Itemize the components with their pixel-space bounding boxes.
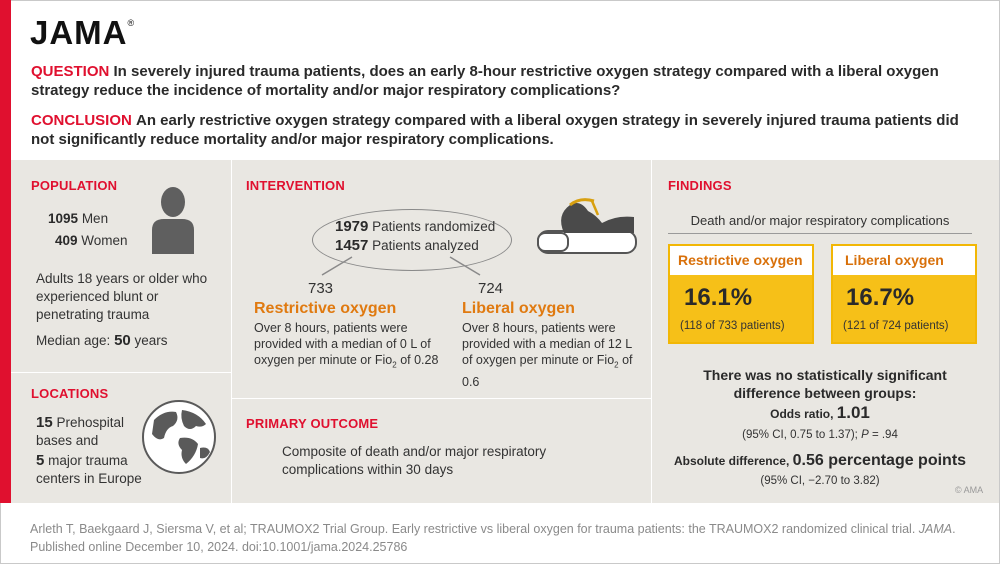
allocation-lines: [321, 256, 481, 276]
citation: Arleth T, Baekgaard J, Siersma V, et al;…: [30, 522, 956, 554]
odds-ratio: Odds ratio, 1.01: [770, 403, 870, 422]
findings-heading: FINDINGS: [668, 178, 732, 193]
globe-icon: [142, 400, 216, 474]
conclusion: CONCLUSION An early restrictive oxygen s…: [31, 111, 961, 149]
question-keyword: QUESTION: [31, 63, 110, 80]
prehospital-bases: 15 Prehospital bases and: [36, 414, 124, 448]
liberal-result-percent: 16.7%: [846, 284, 915, 311]
conclusion-text: An early restrictive oxygen strategy com…: [31, 112, 959, 148]
primary-outcome-heading: PRIMARY OUTCOME: [246, 416, 379, 431]
copyright: © AMA: [955, 485, 984, 495]
question: QUESTION In severely injured trauma pati…: [31, 62, 961, 100]
restrictive-result-percent: 16.1%: [684, 284, 753, 311]
liberal-result-fill: [833, 275, 975, 342]
trauma-centers: 5 major trauma centers in Europe: [36, 452, 142, 486]
divider: [11, 372, 231, 373]
conclusion-keyword: CONCLUSION: [31, 112, 132, 129]
restrictive-arm-n: 733: [308, 280, 334, 297]
locations-heading: LOCATIONS: [31, 386, 109, 401]
median-age: Median age: 50 years: [36, 332, 168, 349]
intervention-heading: INTERVENTION: [246, 178, 345, 193]
absolute-difference: Absolute difference, 0.56 percentage poi…: [673, 452, 967, 469]
odds-ratio-ci: (95% CI, 0.75 to 1.37); P = .94: [742, 429, 898, 441]
randomized-count: 1979 Patients randomized: [335, 218, 496, 235]
no-difference-statement: There was no statistically significant d…: [703, 367, 947, 401]
absolute-difference-ci: (95% CI, −2.70 to 3.82): [760, 475, 880, 487]
restrictive-result-count: (118 of 733 patients): [680, 320, 785, 332]
findings-subtitle: Death and/or major respiratory complicat…: [690, 213, 950, 228]
journal-logo: JAMA®: [30, 14, 136, 51]
divider: [651, 160, 652, 503]
randomization-ellipse: [312, 209, 512, 271]
liberal-arm-name: Liberal oxygen: [462, 300, 575, 317]
restrictive-result-fill: [670, 275, 812, 342]
question-text: In severely injured trauma patients, doe…: [31, 63, 939, 99]
restrictive-arm-name: Restrictive oxygen: [254, 300, 397, 317]
person-icon: [152, 187, 194, 254]
restrictive-result-label: Restrictive oxygen: [678, 252, 803, 268]
restrictive-arm-description: Over 8 hours, patients were provided wit…: [254, 321, 439, 370]
divider: [232, 398, 651, 399]
population-heading: POPULATION: [31, 178, 118, 193]
liberal-result-count: (121 of 724 patients): [843, 320, 949, 332]
women-count: 409 Women: [55, 233, 128, 248]
liberal-arm-n: 724: [478, 280, 504, 297]
patient-bed-icon: [537, 198, 637, 254]
primary-outcome-text: Composite of death and/or major respirat…: [282, 444, 547, 477]
men-count: 1095 Men: [48, 211, 109, 226]
accent-bar: [0, 0, 11, 503]
subtitle-rule: [668, 233, 972, 234]
population-description: Adults 18 years or older who experienced…: [36, 271, 208, 322]
liberal-result-label: Liberal oxygen: [845, 252, 944, 268]
divider: [231, 160, 232, 503]
liberal-arm-description: Over 8 hours, patients were provided wit…: [462, 321, 633, 389]
analyzed-count: 1457 Patients analyzed: [335, 237, 479, 254]
